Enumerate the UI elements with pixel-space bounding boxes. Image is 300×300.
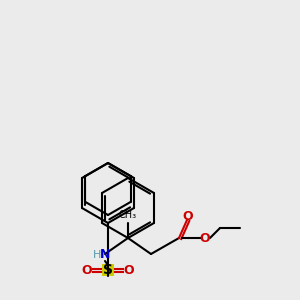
Text: CH₃: CH₃ xyxy=(119,210,137,220)
Text: H: H xyxy=(93,250,101,260)
Text: O: O xyxy=(124,263,134,277)
Text: O: O xyxy=(200,232,210,244)
FancyBboxPatch shape xyxy=(102,264,114,276)
Text: N: N xyxy=(100,248,110,262)
Text: S: S xyxy=(103,263,113,277)
Text: O: O xyxy=(82,263,92,277)
Text: O: O xyxy=(183,211,193,224)
